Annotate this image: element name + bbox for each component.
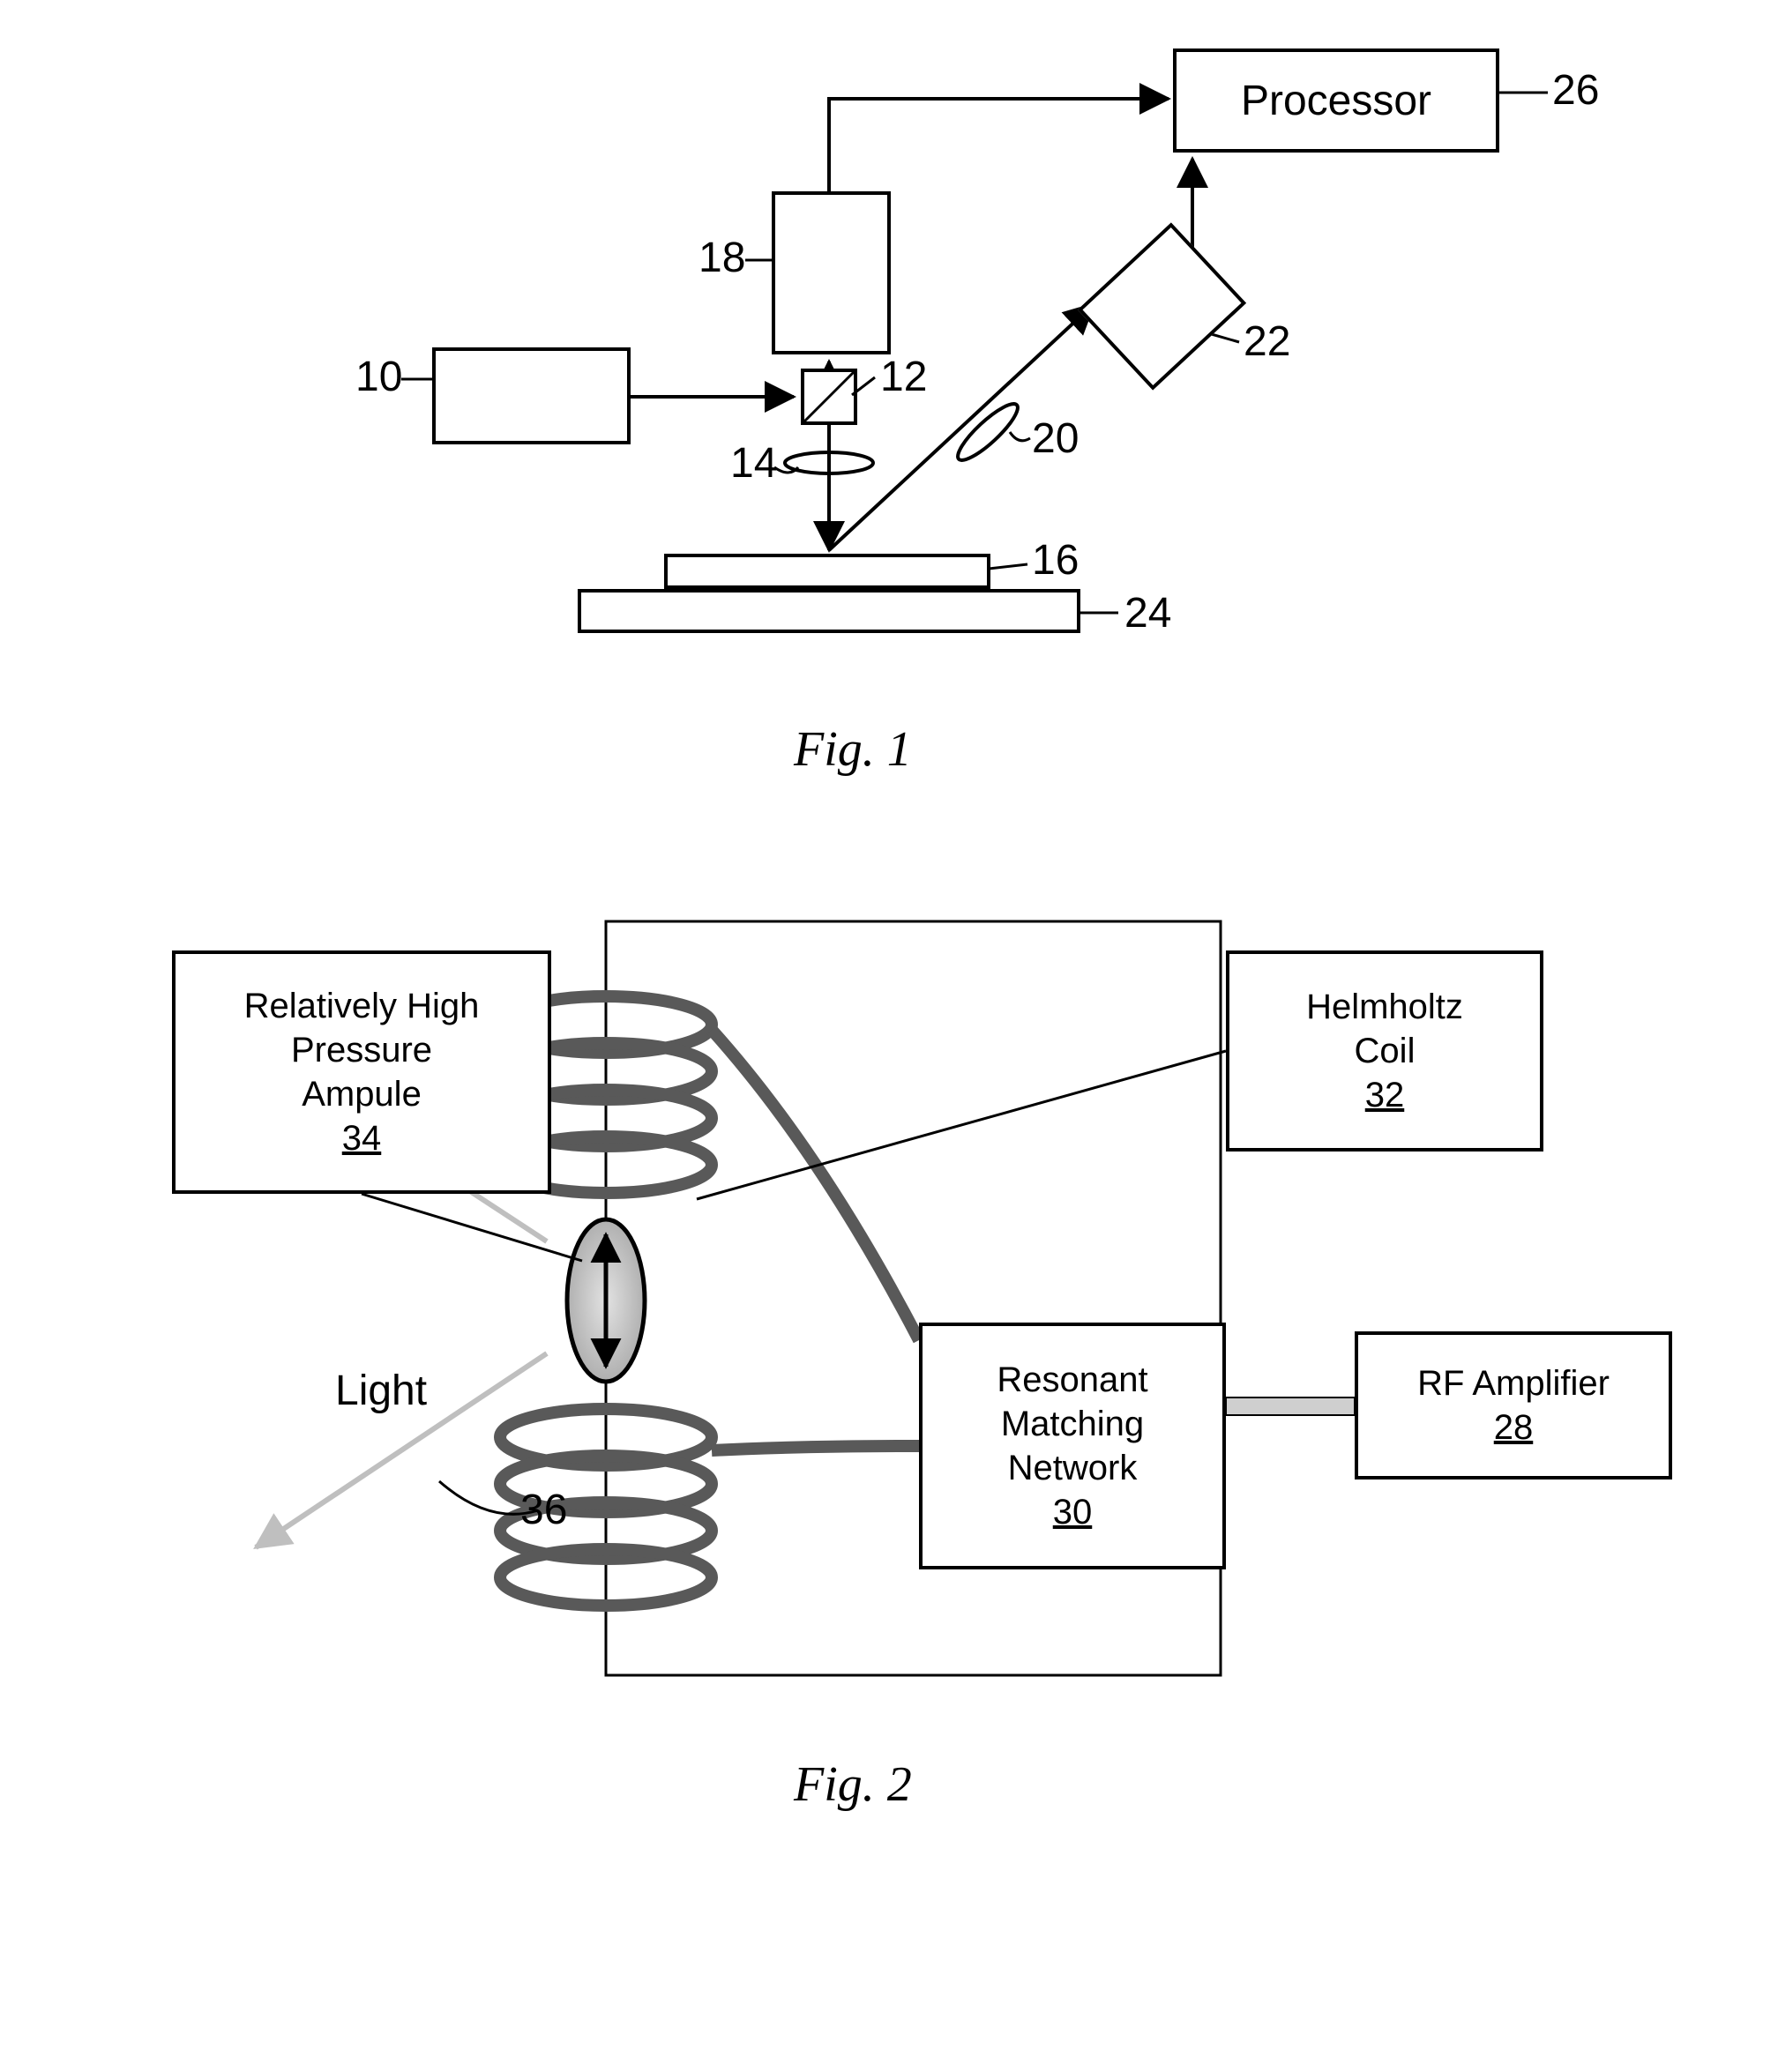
fig1-box-16 [664, 554, 990, 589]
fig2-ampule-line3: Ampule [302, 1072, 422, 1116]
fig1-box-18 [772, 191, 891, 354]
fig2-rfamp-box: RF Amplifier 28 [1355, 1331, 1672, 1479]
fig2-leader-34 [362, 1194, 582, 1261]
fig2-matching-line3: Network [1008, 1446, 1138, 1490]
fig2-ref-36: 36 [520, 1486, 567, 1534]
fig1-leader-22 [1208, 333, 1239, 342]
fig1-ref-14: 14 [730, 439, 777, 488]
fig2-ampule-line1: Relatively High [244, 984, 480, 1028]
fig2-helmholtz-box: Helmholtz Coil 32 [1226, 950, 1543, 1152]
fig2-ampule-ref: 34 [342, 1116, 382, 1160]
fig1-leader-14 [774, 467, 798, 473]
fig1-processor-label: Processor [1241, 77, 1431, 125]
fig2-helmholtz-ref: 32 [1365, 1073, 1405, 1117]
fig1-ref-20: 20 [1032, 414, 1079, 463]
fig1-arrow-18-26 [829, 99, 1169, 191]
fig2-matching-line1: Resonant [997, 1358, 1147, 1402]
fig1-ref-18: 18 [698, 234, 745, 282]
fig1-leader-20 [1010, 432, 1030, 441]
fig2-matching-line2: Matching [1001, 1402, 1144, 1446]
fig1-splitter-diag [803, 370, 855, 423]
fig2-ampule-ellipse [567, 1219, 645, 1382]
fig2-rfamp-ref: 28 [1494, 1405, 1534, 1450]
fig1-ref-12: 12 [880, 353, 927, 401]
fig1-box-22 [1078, 222, 1246, 390]
fig1-processor-box: Processor [1173, 48, 1499, 153]
fig2-ampule-line2: Pressure [291, 1028, 432, 1072]
fig1-ref-16: 16 [1032, 536, 1079, 585]
fig1-ref-26: 26 [1552, 66, 1599, 115]
fig2-ampule-box: Relatively High Pressure Ampule 34 [172, 950, 551, 1194]
fig2-helmholtz-line2: Coil [1355, 1029, 1416, 1073]
fig2-caption: Fig. 2 [794, 1756, 912, 1813]
fig1-box-24 [578, 589, 1080, 633]
fig1-leader-12 [852, 377, 875, 395]
fig2-coil-out-upper [712, 1030, 919, 1340]
page-root: Processor 26 18 22 10 12 14 20 16 24 Fig… [0, 0, 1778, 2072]
fig2-helmholtz-line1: Helmholtz [1306, 985, 1463, 1029]
fig1-ref-10: 10 [355, 353, 402, 401]
fig2-leader-32 [697, 1051, 1226, 1199]
fig1-splitter-box [803, 370, 855, 423]
fig1-lens-20 [952, 398, 1024, 467]
fig2-coil-upper [500, 996, 919, 1340]
fig1-ref-24: 24 [1124, 589, 1171, 637]
fig2-matching-ref: 30 [1053, 1490, 1093, 1534]
fig2-connector [1226, 1397, 1355, 1415]
fig2-rfamp-label: RF Amplifier [1417, 1361, 1610, 1405]
fig2-matching-box: Resonant Matching Network 30 [919, 1323, 1226, 1569]
fig1-ref-22: 22 [1244, 317, 1290, 366]
fig1-box-10 [432, 347, 631, 444]
fig2-coil-out-lower [712, 1446, 919, 1450]
fig1-lens-14 [785, 452, 873, 473]
fig2-light-label: Light [335, 1367, 427, 1415]
fig1-caption: Fig. 1 [794, 721, 912, 778]
